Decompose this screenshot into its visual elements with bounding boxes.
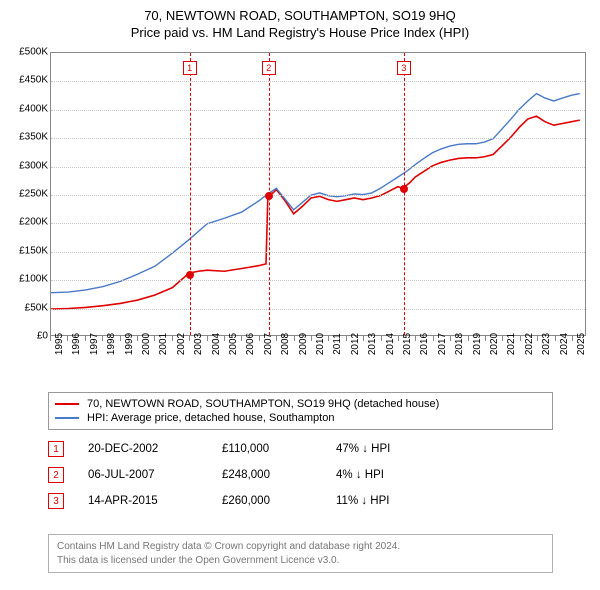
plot-area: 1 2 3 — [50, 52, 586, 336]
legend-label: HPI: Average price, detached house, Sout… — [87, 412, 334, 424]
y-tick-label: £450K — [8, 75, 48, 86]
transaction-row: 3 14-APR-2015 £260,000 11% ↓ HPI — [48, 488, 553, 514]
y-tick-label: £500K — [8, 47, 48, 58]
gridline — [51, 309, 585, 310]
legend-swatch — [55, 417, 79, 419]
gridline — [51, 195, 585, 196]
event-marker-label: 2 — [262, 61, 276, 75]
chart-lines — [51, 53, 585, 335]
y-tick-label: £300K — [8, 160, 48, 171]
event-vline — [190, 53, 191, 335]
transaction-price: £248,000 — [222, 469, 312, 481]
footer-attribution: Contains HM Land Registry data © Crown c… — [48, 534, 553, 573]
y-tick-label: £200K — [8, 217, 48, 228]
legend-swatch — [55, 403, 79, 405]
footer-line2: This data is licensed under the Open Gov… — [57, 554, 544, 568]
x-tick-label: 2025 — [572, 333, 600, 355]
gridline — [51, 81, 585, 82]
transaction-diff: 47% ↓ HPI — [336, 443, 446, 455]
event-vline — [404, 53, 405, 335]
transaction-row: 2 06-JUL-2007 £248,000 4% ↓ HPI — [48, 462, 553, 488]
chart-title-sub: Price paid vs. HM Land Registry's House … — [0, 25, 600, 40]
transaction-row: 1 20-DEC-2002 £110,000 47% ↓ HPI — [48, 436, 553, 462]
transaction-price: £260,000 — [222, 495, 312, 507]
chart-area: 1 2 3 £0 £50K £100K £150K £200K £250K £300K £350K… — [8, 52, 592, 382]
gridline — [51, 252, 585, 253]
event-marker-label: 3 — [397, 61, 411, 75]
event-dot — [400, 185, 408, 193]
transaction-date: 14-APR-2015 — [88, 495, 198, 507]
y-tick-label: £0 — [8, 331, 48, 342]
legend: 70, NEWTOWN ROAD, SOUTHAMPTON, SO19 9HQ … — [48, 392, 553, 430]
transaction-date: 20-DEC-2002 — [88, 443, 198, 455]
chart-titles: 70, NEWTOWN ROAD, SOUTHAMPTON, SO19 9HQ … — [0, 0, 600, 40]
transaction-diff: 4% ↓ HPI — [336, 469, 446, 481]
transaction-price: £110,000 — [222, 443, 312, 455]
y-tick-label: £250K — [8, 189, 48, 200]
gridline — [51, 223, 585, 224]
transaction-diff: 11% ↓ HPI — [336, 495, 446, 507]
chart-title-main: 70, NEWTOWN ROAD, SOUTHAMPTON, SO19 9HQ — [0, 8, 600, 23]
transaction-marker: 2 — [48, 467, 64, 483]
y-tick-label: £50K — [8, 302, 48, 313]
legend-row: 70, NEWTOWN ROAD, SOUTHAMPTON, SO19 9HQ … — [55, 397, 546, 411]
transaction-date: 06-JUL-2007 — [88, 469, 198, 481]
series-hpi — [51, 94, 580, 293]
legend-label: 70, NEWTOWN ROAD, SOUTHAMPTON, SO19 9HQ … — [87, 398, 439, 410]
transaction-marker: 1 — [48, 441, 64, 457]
event-dot — [186, 271, 194, 279]
y-tick-label: £150K — [8, 245, 48, 256]
gridline — [51, 110, 585, 111]
gridline — [51, 167, 585, 168]
transaction-marker: 3 — [48, 493, 64, 509]
legend-row: HPI: Average price, detached house, Sout… — [55, 411, 546, 425]
footer-line1: Contains HM Land Registry data © Crown c… — [57, 540, 544, 554]
event-marker-label: 1 — [183, 61, 197, 75]
event-dot — [265, 192, 273, 200]
gridline — [51, 280, 585, 281]
y-tick-label: £100K — [8, 274, 48, 285]
transactions-table: 1 20-DEC-2002 £110,000 47% ↓ HPI 2 06-JUL-200… — [48, 436, 553, 514]
gridline — [51, 138, 585, 139]
y-tick-label: £350K — [8, 132, 48, 143]
y-tick-label: £400K — [8, 103, 48, 114]
